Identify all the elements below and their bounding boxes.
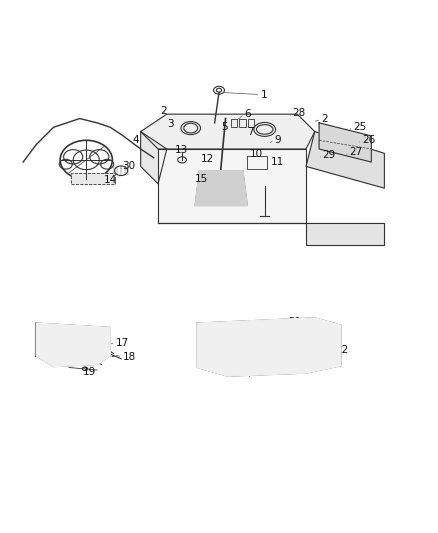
Text: 16: 16	[39, 324, 52, 333]
Text: 2: 2	[321, 115, 328, 124]
Text: 14: 14	[104, 175, 117, 185]
Text: 10: 10	[250, 149, 263, 159]
Text: 20: 20	[217, 344, 230, 354]
Bar	[247, 156, 267, 168]
Polygon shape	[141, 114, 315, 149]
Text: 1: 1	[260, 90, 267, 100]
Polygon shape	[195, 171, 247, 206]
Text: 3: 3	[167, 119, 173, 129]
Polygon shape	[36, 323, 110, 367]
Text: 28: 28	[292, 108, 305, 118]
Text: 18: 18	[122, 352, 136, 362]
Text: 21: 21	[288, 317, 301, 327]
Bar	[240, 119, 246, 127]
Polygon shape	[319, 123, 371, 162]
Text: 19: 19	[83, 367, 96, 377]
Text: 23: 23	[231, 366, 244, 376]
Text: 4: 4	[132, 135, 138, 146]
Bar	[231, 119, 237, 127]
Text: 12: 12	[201, 154, 214, 164]
Text: 22: 22	[336, 345, 349, 355]
Text: 7: 7	[247, 127, 254, 138]
Polygon shape	[141, 132, 167, 184]
Text: 2: 2	[160, 106, 167, 116]
Text: 26: 26	[362, 135, 375, 146]
Text: 11: 11	[270, 157, 284, 167]
Bar	[248, 119, 254, 127]
Polygon shape	[158, 223, 385, 245]
Text: 25: 25	[353, 122, 366, 132]
Text: 5: 5	[221, 122, 228, 132]
Polygon shape	[158, 149, 306, 223]
Polygon shape	[197, 318, 341, 376]
Text: 29: 29	[322, 150, 336, 160]
Text: 30: 30	[122, 160, 135, 171]
Polygon shape	[306, 132, 385, 188]
Text: 13: 13	[175, 145, 188, 155]
Text: 27: 27	[350, 148, 363, 157]
Text: 6: 6	[244, 109, 251, 119]
Bar	[71, 173, 115, 184]
Text: 17: 17	[116, 338, 129, 348]
Text: 9: 9	[275, 135, 281, 146]
Text: 15: 15	[195, 174, 208, 184]
